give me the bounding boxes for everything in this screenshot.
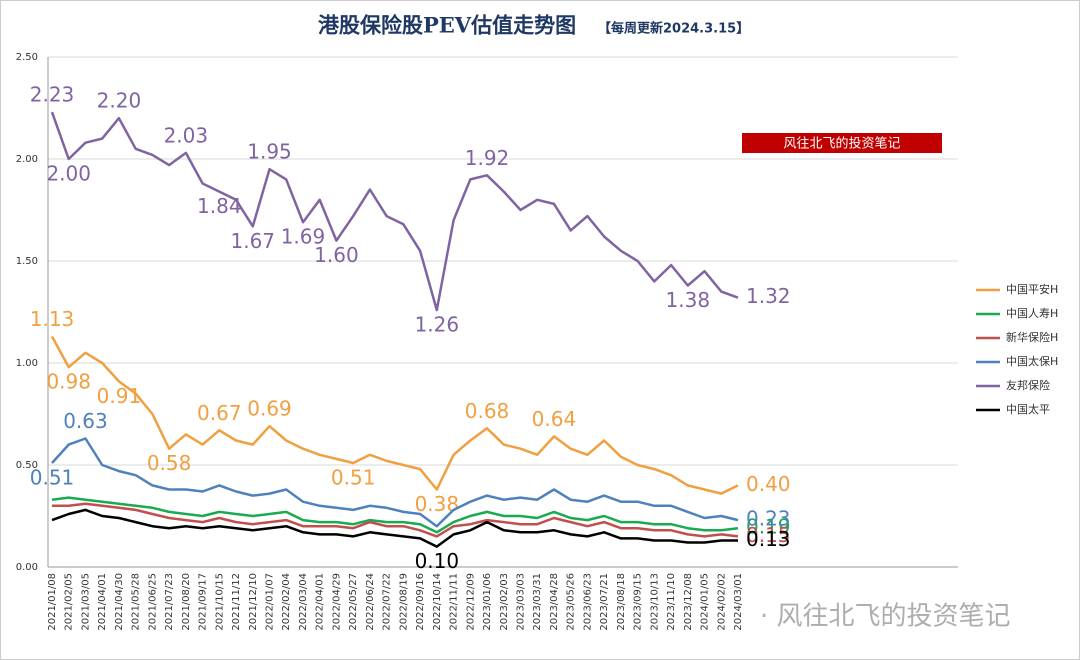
x-tick-label: 2022/02/04 — [281, 573, 292, 631]
y-tick-label: 0.50 — [16, 460, 38, 471]
series-line — [51, 496, 739, 534]
badge: 风往北飞的投资笔记 — [783, 136, 900, 152]
value-label: 0.38 — [415, 492, 460, 516]
value-label: 0.91 — [97, 384, 142, 408]
value-label: 1.32 — [746, 284, 791, 308]
x-tick-label: 2023/01/06 — [482, 573, 493, 631]
value-label: 0.23 — [746, 507, 791, 531]
x-tick-label: 2023/09/15 — [633, 573, 644, 631]
badge-box — [742, 133, 942, 153]
legend-label: 中国太保H — [1006, 354, 1058, 368]
x-tick-label: 2023/06/23 — [582, 573, 593, 631]
x-tick-label: 2022/09/16 — [415, 573, 426, 631]
y-tick-label: 2.50 — [16, 52, 38, 63]
x-tick-label: 2021/06/25 — [147, 573, 158, 631]
x-tick-label: 2021/12/10 — [248, 573, 259, 631]
legend-label: 中国人寿H — [1006, 306, 1058, 320]
value-label: 1.60 — [314, 243, 359, 267]
x-tick-label: 2021/09/17 — [198, 573, 209, 631]
x-tick-label: 2022/07/22 — [382, 573, 393, 631]
value-label: 2.23 — [30, 83, 75, 107]
value-label: 0.15 — [746, 523, 791, 547]
series-line — [51, 437, 739, 528]
y-tick-label: 2.00 — [16, 154, 38, 165]
series-line — [52, 502, 739, 538]
x-tick-label: 2022/10/14 — [432, 573, 443, 631]
value-label: 0.69 — [247, 397, 292, 421]
value-label: 0.58 — [147, 451, 192, 475]
value-label: 0.51 — [331, 465, 376, 489]
x-tick-label: 2021/03/05 — [80, 573, 91, 631]
x-tick-label: 2021/10/15 — [214, 573, 225, 631]
value-label: 0.10 — [415, 549, 460, 573]
x-tick-label: 2023/08/18 — [616, 573, 627, 631]
value-label: 1.95 — [247, 140, 292, 164]
x-tick-label: 2023/02/03 — [499, 573, 510, 631]
value-label: 2.00 — [46, 162, 91, 186]
chart-subtitle: 【每周更新2024.3.15】 — [598, 21, 749, 37]
x-tick-label: 2023/11/10 — [666, 573, 677, 631]
legend-label: 中国太平 — [1006, 403, 1050, 416]
value-label: 0.68 — [465, 399, 510, 423]
legend-label: 中国平安H — [1006, 282, 1058, 296]
watermark: · 风往北飞的投资笔记 — [760, 602, 1011, 632]
x-tick-label: 2022/01/07 — [265, 573, 276, 631]
x-tick-label: 2023/10/13 — [649, 573, 660, 631]
value-label: 2.20 — [97, 89, 142, 113]
value-label: 1.92 — [465, 146, 510, 170]
x-tick-label: 2022/12/09 — [465, 573, 476, 631]
x-tick-label: 2024/02/02 — [716, 573, 727, 631]
x-tick-label: 2021/08/20 — [181, 573, 192, 631]
x-tick-label: 2021/11/12 — [231, 573, 242, 631]
x-tick-label: 2023/07/21 — [599, 573, 610, 631]
x-tick-label: 2023/03/31 — [532, 573, 543, 631]
x-tick-label: 2023/03/03 — [515, 573, 526, 631]
x-tick-label: 2022/03/04 — [298, 573, 309, 631]
value-label: 1.69 — [281, 225, 326, 249]
value-label: 1.67 — [231, 229, 276, 253]
x-tick-label: 2021/07/23 — [164, 573, 175, 631]
series-line — [50, 335, 739, 495]
value-label: 0.64 — [532, 407, 577, 431]
x-tick-label: 2024/03/01 — [733, 573, 744, 631]
value-label: 0.67 — [197, 401, 242, 425]
value-label: 0.13 — [746, 527, 791, 551]
x-tick-label: 2021/01/08 — [47, 573, 58, 631]
value-label: 1.84 — [197, 194, 242, 218]
value-label: 0.98 — [46, 370, 91, 394]
x-tick-label: 2021/04/01 — [97, 573, 108, 631]
x-tick-label: 2023/05/26 — [566, 573, 577, 631]
x-tick-label: 2023/04/28 — [549, 573, 560, 631]
x-tick-label: 2022/05/27 — [348, 573, 359, 631]
series-line — [50, 111, 739, 312]
value-label: 0.63 — [63, 409, 108, 433]
x-tick-label: 2024/01/05 — [700, 573, 711, 631]
value-label: 1.26 — [415, 312, 460, 336]
value-label: 1.38 — [666, 288, 711, 312]
legend-label: 友邦保险 — [1006, 378, 1050, 392]
y-tick-label: 0.00 — [16, 562, 38, 573]
x-tick-label: 2022/08/19 — [398, 573, 409, 631]
legend-label: 新华保险H — [1006, 330, 1058, 344]
x-tick-label: 2021/05/28 — [131, 573, 142, 631]
value-label: 0.51 — [30, 465, 75, 489]
x-tick-label: 2022/04/29 — [331, 573, 342, 631]
y-tick-label: 1.00 — [16, 358, 38, 369]
x-tick-label: 2021/04/30 — [114, 573, 125, 631]
y-tick-label: 1.50 — [16, 256, 38, 267]
x-tick-label: 2022/06/24 — [365, 573, 376, 631]
value-label: 0.19 — [746, 515, 791, 539]
x-tick-label: 2022/11/11 — [449, 573, 460, 631]
value-label: 0.40 — [746, 472, 791, 496]
series-line — [51, 508, 738, 548]
chart-title: 港股保险股PEV估值走势图 — [318, 13, 576, 38]
value-label: 1.13 — [30, 307, 75, 331]
x-tick-label: 2022/04/01 — [315, 573, 326, 631]
x-tick-label: 2023/12/08 — [683, 573, 694, 631]
x-tick-label: 2021/02/05 — [64, 573, 75, 631]
value-label: 2.03 — [164, 123, 209, 147]
